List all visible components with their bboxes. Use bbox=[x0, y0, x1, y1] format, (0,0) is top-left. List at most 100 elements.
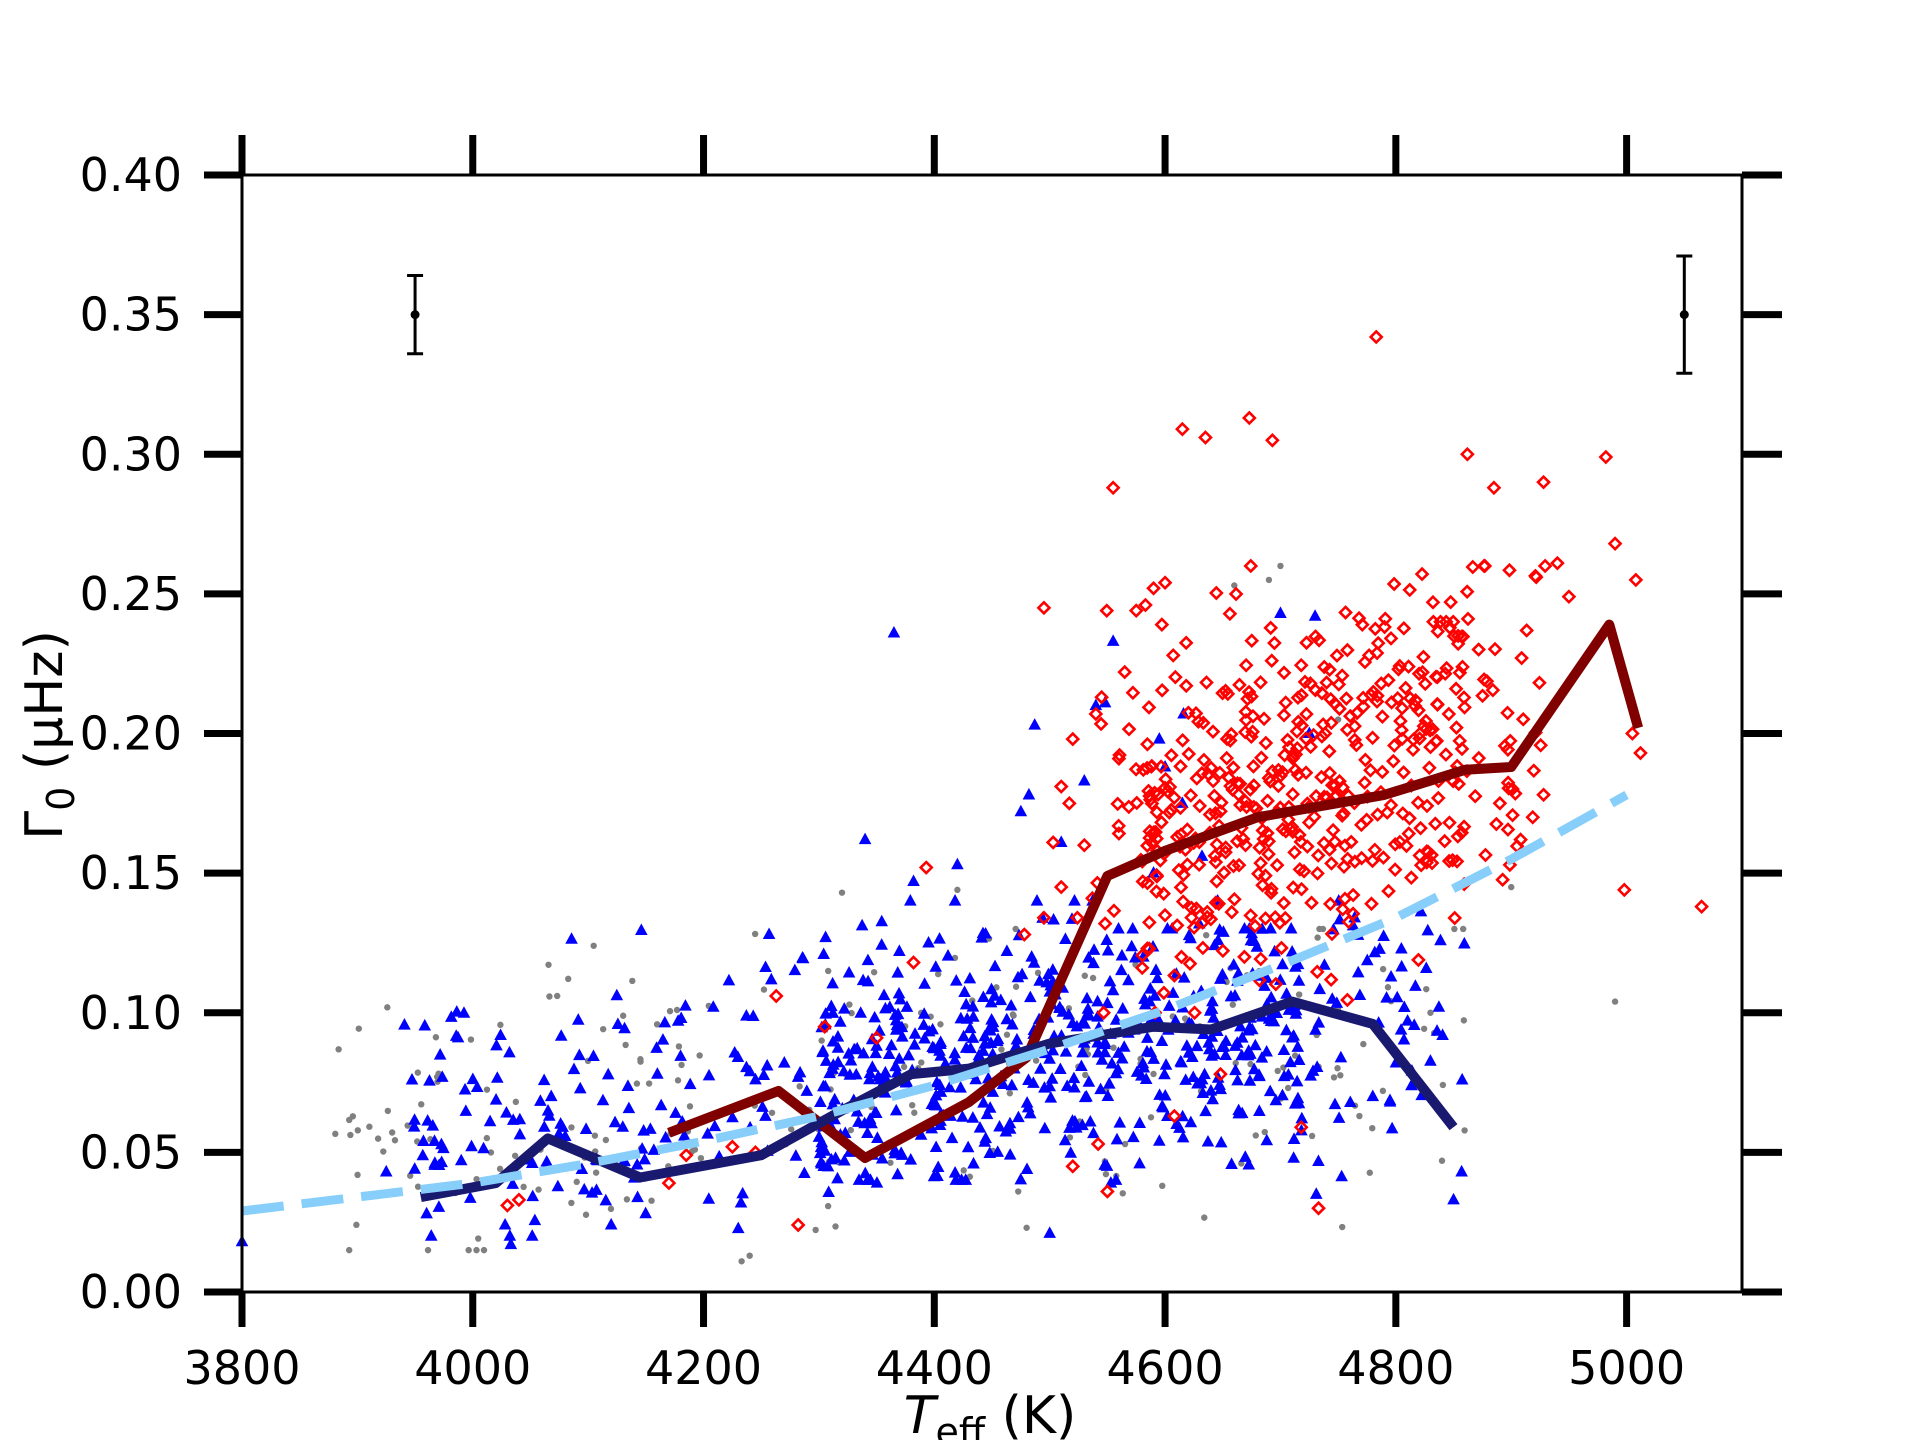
other-point bbox=[648, 1197, 655, 1204]
red-clump-point bbox=[1415, 664, 1430, 680]
rgb-point bbox=[966, 1000, 980, 1012]
red-clump-point bbox=[1199, 675, 1214, 690]
red-clump-point bbox=[1329, 648, 1345, 663]
other-point bbox=[418, 1101, 425, 1108]
red-clump-point bbox=[1216, 865, 1232, 881]
other-point bbox=[465, 1246, 472, 1254]
red-clump-point bbox=[1167, 968, 1182, 983]
red-clump-point bbox=[1694, 899, 1709, 914]
other-point bbox=[1337, 1072, 1344, 1079]
red-clump-point bbox=[1345, 887, 1361, 903]
red-clump-point bbox=[1455, 659, 1470, 675]
rgb-point bbox=[1020, 1162, 1034, 1175]
red-clump-point bbox=[1269, 857, 1285, 873]
red-clump-point bbox=[1514, 650, 1529, 666]
rgb-point bbox=[538, 1120, 551, 1132]
red-clump-point bbox=[1239, 799, 1254, 815]
other-point bbox=[678, 1061, 685, 1069]
rgb-point bbox=[1126, 921, 1139, 934]
rgb-point bbox=[889, 1103, 903, 1116]
other-point bbox=[1330, 1074, 1338, 1081]
rgb-point bbox=[1291, 1091, 1305, 1104]
rgb-point bbox=[1260, 1044, 1273, 1057]
rgb-point bbox=[868, 1010, 881, 1023]
rgb-point bbox=[819, 930, 832, 943]
red-clump-point bbox=[1198, 430, 1213, 445]
red-clump-point bbox=[1446, 628, 1462, 644]
rgb-point bbox=[651, 1067, 664, 1079]
red-clump-point bbox=[1158, 771, 1174, 787]
other-point bbox=[846, 1001, 853, 1008]
other-point bbox=[1295, 991, 1303, 998]
x-tick-label: 4400 bbox=[876, 1341, 993, 1395]
rgb-point bbox=[1390, 990, 1404, 1003]
other-point bbox=[590, 942, 597, 949]
red-clump-point bbox=[1402, 582, 1418, 598]
rgb-point bbox=[818, 1144, 832, 1156]
rgb-point bbox=[540, 1154, 554, 1167]
rgb-point bbox=[1003, 1148, 1017, 1160]
rgb-point bbox=[528, 1213, 542, 1226]
red-clump-point bbox=[1451, 776, 1467, 792]
rgb-point bbox=[1268, 944, 1281, 957]
rgb-point bbox=[1153, 732, 1166, 744]
rgb-point bbox=[991, 1145, 1005, 1157]
red-clump-point bbox=[1168, 669, 1183, 685]
rgb-point bbox=[966, 1111, 980, 1123]
rgb-point bbox=[601, 1067, 615, 1080]
red-clump-point bbox=[1439, 660, 1454, 676]
red-clump-point bbox=[1189, 901, 1204, 916]
red-clump-point bbox=[1226, 858, 1241, 874]
rgb-point bbox=[678, 1129, 691, 1141]
red-clump-point bbox=[1290, 714, 1306, 730]
rgb-point bbox=[842, 966, 856, 978]
other-point bbox=[825, 967, 832, 975]
rgb-point bbox=[743, 1064, 757, 1077]
other-point bbox=[633, 1080, 641, 1087]
rgb-point bbox=[1106, 634, 1120, 646]
rgb-point bbox=[922, 935, 935, 948]
rgb-point bbox=[1141, 1031, 1154, 1043]
other-point bbox=[483, 1134, 491, 1142]
red-clump-point bbox=[1244, 633, 1260, 649]
red-clump-point bbox=[1276, 895, 1292, 911]
rgb-point bbox=[1153, 1134, 1166, 1146]
rgb-point bbox=[722, 973, 736, 986]
red-clump-point bbox=[1053, 779, 1069, 794]
red-clump-point bbox=[1094, 689, 1109, 705]
other-point bbox=[832, 1223, 839, 1230]
red-clump-point bbox=[1402, 810, 1417, 826]
red-clump-point bbox=[1277, 747, 1292, 763]
red-clump-point bbox=[1322, 765, 1338, 781]
rgb-point bbox=[838, 1154, 851, 1166]
red-clump-point bbox=[1223, 726, 1239, 742]
other-point bbox=[622, 1041, 629, 1049]
rgb-point bbox=[1328, 1097, 1342, 1110]
red-clump-point bbox=[1607, 536, 1623, 551]
rgb-point bbox=[1455, 1164, 1468, 1177]
red-clump-point bbox=[1164, 747, 1179, 763]
rgb-point bbox=[1255, 922, 1269, 934]
red-clump-point bbox=[1413, 857, 1429, 873]
red-clump-point bbox=[1154, 682, 1170, 698]
red-clump-point bbox=[1374, 764, 1390, 780]
red-clump-point bbox=[1165, 648, 1181, 663]
rgb-point bbox=[1273, 973, 1287, 985]
red-clump-point bbox=[1209, 873, 1224, 889]
rgb-point bbox=[1147, 1052, 1160, 1064]
red-clump-point bbox=[1111, 818, 1127, 834]
other-point bbox=[1203, 931, 1210, 939]
other-point bbox=[954, 886, 961, 894]
rgb-point bbox=[1094, 1082, 1107, 1095]
other-point bbox=[1010, 1012, 1017, 1019]
red-clump-point bbox=[1178, 635, 1194, 651]
other-point bbox=[934, 970, 942, 978]
red-clump-point bbox=[1306, 809, 1322, 825]
tick-layer bbox=[204, 135, 1782, 1327]
rgb-point bbox=[1277, 1043, 1291, 1055]
rgb-point bbox=[708, 1119, 722, 1132]
rgb-point bbox=[966, 1031, 980, 1043]
rgb-point bbox=[831, 1041, 845, 1053]
red-clump-point bbox=[1337, 891, 1353, 907]
red-clump-point bbox=[1500, 742, 1516, 757]
